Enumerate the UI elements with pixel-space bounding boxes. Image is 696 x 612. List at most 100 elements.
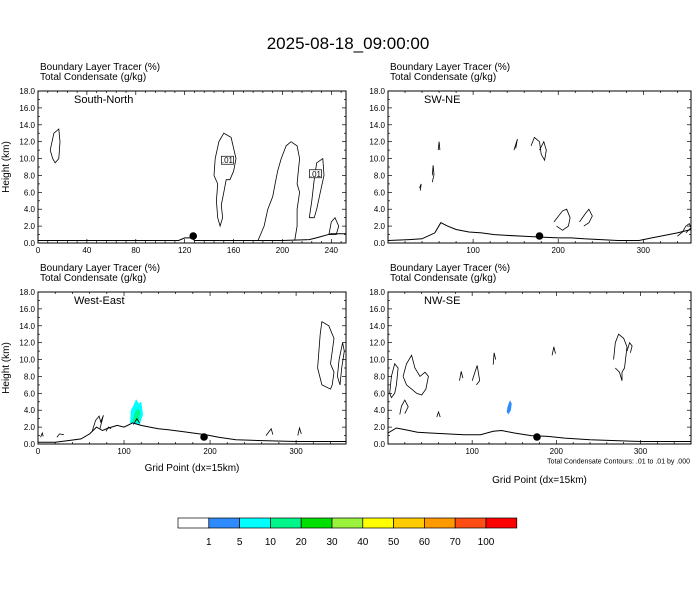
y-tick-label: 12.0: [19, 138, 35, 147]
y-tick-label: 10.0: [369, 155, 385, 164]
panel-title-line: Boundary Layer Tracer (%): [390, 263, 510, 274]
colorbar-label: 50: [388, 537, 400, 548]
colorbar-label: 30: [326, 537, 338, 548]
plot-frame: [37, 291, 347, 445]
condensate-contour: [337, 342, 345, 386]
condensate-contour: [459, 371, 464, 381]
y-tick-label: 0.0: [374, 440, 386, 449]
location-marker: [533, 433, 541, 441]
x-tick-label: 200: [203, 447, 217, 456]
condensate-contour: [133, 417, 140, 425]
condensate-contour: [328, 216, 340, 236]
colorbar-label: 100: [478, 537, 495, 548]
condensate-contour: [551, 346, 556, 356]
condensate-contour: [265, 427, 274, 436]
tracer-fill: [132, 408, 141, 422]
condensate-contour: [553, 208, 571, 231]
y-tick-label: 2.0: [24, 423, 36, 432]
x-tick-label: 200: [552, 246, 566, 255]
panel-west-east: Boundary Layer Tracer (%)Total Condensat…: [1, 263, 347, 474]
colorbar-swatch: [208, 517, 240, 529]
x-tick-label: 100: [117, 447, 131, 456]
condensate-contour: [213, 132, 237, 228]
y-tick-label: 8.0: [374, 171, 386, 180]
y-tick-label: 18.0: [369, 288, 385, 297]
y-tick-label: 4.0: [374, 205, 386, 214]
panel-south-north: Boundary Layer Tracer (%)Total Condensat…: [1, 62, 347, 255]
condensate-contour: [56, 433, 64, 438]
panel-title-line: Boundary Layer Tracer (%): [390, 62, 510, 73]
panel-title-line: Total Condensate (g/kg): [40, 273, 146, 284]
y-tick-label: 10.0: [369, 356, 385, 365]
y-tick-label: 8.0: [24, 171, 36, 180]
location-marker: [200, 433, 208, 441]
colorbar-swatch: [331, 517, 364, 529]
colorbar-swatch: [177, 517, 210, 529]
colorbar-label: 10: [265, 537, 277, 548]
y-tick-label: 14.0: [19, 322, 35, 331]
condensate-contour: [91, 415, 104, 432]
panel-name: SW-NE: [424, 94, 460, 106]
condensate-contour: [49, 128, 61, 164]
panel-name: West-East: [74, 295, 125, 307]
condensate-contour: [437, 141, 441, 151]
y-tick-label: 2.0: [374, 222, 386, 231]
panel-name: South-North: [74, 94, 133, 106]
y-tick-label: 6.0: [374, 188, 386, 197]
panel-title-line: Total Condensate (g/kg): [390, 273, 496, 284]
condensate-contour: [40, 431, 44, 438]
x-tick-label: 100: [466, 246, 480, 255]
y-tick-label: 12.0: [19, 339, 35, 348]
condensate-contour: [431, 165, 435, 183]
y-tick-label: 16.0: [19, 104, 35, 113]
terrain-line: [387, 427, 691, 442]
location-marker: [535, 232, 544, 240]
condensate-contour: [579, 208, 593, 227]
x-tick-label: 120: [178, 246, 192, 255]
x-axis-label: Grid Point (dx=15km): [492, 475, 587, 486]
contour-label: .01: [310, 170, 322, 179]
condensate-contour: [402, 354, 429, 396]
y-tick-label: 4.0: [24, 205, 36, 214]
y-tick-label: 10.0: [19, 155, 35, 164]
y-tick-label: 0.0: [24, 239, 36, 248]
figure-title: 2025-08-18_09:00:00: [267, 34, 430, 53]
panel-title-line: Boundary Layer Tracer (%): [40, 62, 160, 73]
y-tick-label: 4.0: [374, 406, 386, 415]
x-tick-label: 40: [82, 246, 91, 255]
condensate-contour: [492, 352, 497, 365]
condensate-contour: [389, 362, 399, 399]
x-tick-label: 200: [550, 447, 564, 456]
colorbar-swatch: [454, 517, 487, 529]
x-axis-label: Grid Point (dx=15km): [145, 463, 240, 474]
tracer-fill: [506, 400, 512, 415]
colorbar-swatch: [362, 517, 394, 529]
plot-frame: [387, 291, 692, 445]
y-tick-label: 12.0: [369, 339, 385, 348]
y-tick-label: 6.0: [374, 389, 386, 398]
y-tick-label: 8.0: [24, 372, 36, 381]
x-tick-label: 300: [637, 246, 651, 255]
x-tick-label: 200: [276, 246, 290, 255]
y-tick-label: 16.0: [369, 305, 385, 314]
y-tick-label: 6.0: [24, 389, 36, 398]
y-tick-label: 4.0: [24, 406, 36, 415]
x-tick-label: 100: [465, 447, 479, 456]
contour-label-box: [221, 155, 234, 165]
y-tick-label: 16.0: [369, 104, 385, 113]
x-tick-label: 300: [289, 447, 303, 456]
colorbar-swatch: [300, 517, 333, 529]
terrain-line: [38, 422, 346, 443]
y-tick-label: 8.0: [374, 372, 386, 381]
y-tick-label: 0.0: [374, 239, 386, 248]
colorbar-swatch: [424, 517, 456, 529]
contour-label: .01: [222, 156, 234, 165]
condensate-contour: [530, 136, 547, 162]
condensate-contour: [436, 410, 441, 418]
colorbar: 1 5 10 20 30 40 50 60 70 100: [177, 517, 518, 548]
condensate-contour: [419, 183, 422, 191]
y-tick-label: 6.0: [24, 188, 36, 197]
condensate-contour: [308, 157, 325, 219]
panel-title-line: Total Condensate (g/kg): [40, 72, 146, 83]
condensate-contour: [105, 426, 112, 432]
